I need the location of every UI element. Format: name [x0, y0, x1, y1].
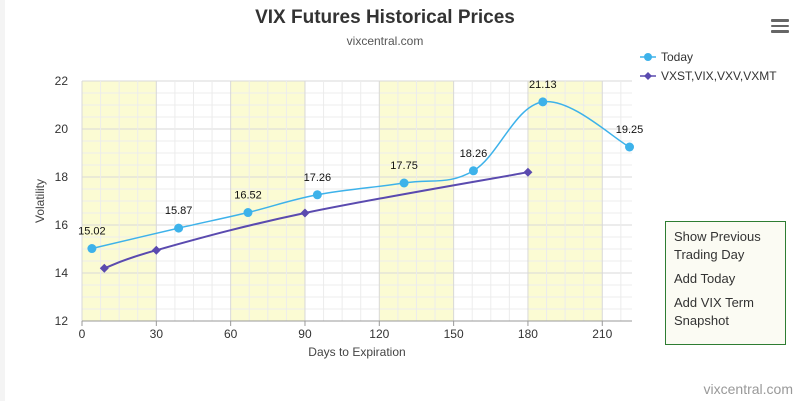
add-today-button[interactable]: Add Today: [674, 271, 736, 286]
series-point-today[interactable]: [312, 190, 322, 200]
data-label-today: 15.87: [165, 205, 193, 217]
series-point-today[interactable]: [399, 178, 409, 188]
chart-subtitle: vixcentral.com: [346, 34, 424, 48]
legend-diamond-marker-icon: [640, 72, 656, 80]
x-tick-label: 120: [369, 327, 389, 341]
series-point-vxst[interactable]: [151, 245, 161, 255]
data-label-today: 21.13: [529, 79, 557, 91]
credit-label: vixcentral.com: [703, 381, 793, 397]
x-tick-label: 150: [444, 327, 464, 341]
legend-item-vxst[interactable]: VXST,VIX,VXV,VXMT: [640, 67, 777, 85]
legend-label-today: Today: [661, 50, 694, 64]
y-tick-label: 20: [55, 122, 69, 136]
series-line-vxst: [103, 171, 529, 270]
legend-item-today[interactable]: Today: [640, 48, 777, 66]
x-axis-label: Days to Expiration: [308, 345, 405, 359]
series-point-today[interactable]: [468, 166, 478, 176]
series-point-today[interactable]: [538, 97, 548, 107]
hamburger-menu-icon[interactable]: [771, 19, 789, 33]
data-label-today: 16.52: [234, 190, 262, 202]
x-tick-label: 90: [298, 327, 312, 341]
chart-legend: Today VXST,VIX,VXV,VXMT: [640, 48, 777, 86]
y-tick-label: 12: [55, 314, 69, 328]
chart-title: VIX Futures Historical Prices: [255, 7, 515, 28]
y-tick-label: 18: [55, 170, 69, 184]
data-label-today: 17.26: [304, 172, 332, 184]
series-point-today[interactable]: [243, 208, 253, 218]
y-tick-label: 22: [55, 74, 69, 88]
x-tick-label: 180: [518, 327, 538, 341]
y-axis-label: Volatility: [33, 179, 47, 223]
y-tick-label: 14: [55, 266, 69, 280]
x-tick-label: 210: [592, 327, 612, 341]
chart-options-menu: Show Previous Trading Day Add Today Add …: [665, 221, 786, 345]
data-label-today: 15.02: [78, 226, 106, 238]
left-edge-strip: [0, 0, 5, 401]
x-tick-label: 0: [79, 327, 86, 341]
data-label-today: 19.25: [616, 124, 644, 136]
legend-circle-marker-icon: [640, 53, 656, 61]
add-vix-term-snapshot-button[interactable]: Add VIX Term Snapshot: [674, 295, 754, 328]
legend-label-vxst: VXST,VIX,VXV,VXMT: [661, 69, 777, 83]
x-tick-label: 30: [150, 327, 164, 341]
data-label-today: 17.75: [390, 160, 418, 172]
series-point-today[interactable]: [174, 223, 184, 233]
series-point-vxst[interactable]: [523, 167, 533, 177]
series-point-today[interactable]: [87, 244, 97, 254]
x-tick-label: 60: [224, 327, 238, 341]
y-tick-label: 16: [55, 218, 69, 232]
show-previous-trading-day-button[interactable]: Show Previous Trading Day: [674, 229, 761, 262]
series-point-vxst[interactable]: [300, 208, 310, 218]
data-label-today: 18.26: [460, 148, 488, 160]
series-point-vxst[interactable]: [99, 263, 109, 273]
series-point-today[interactable]: [625, 142, 635, 152]
